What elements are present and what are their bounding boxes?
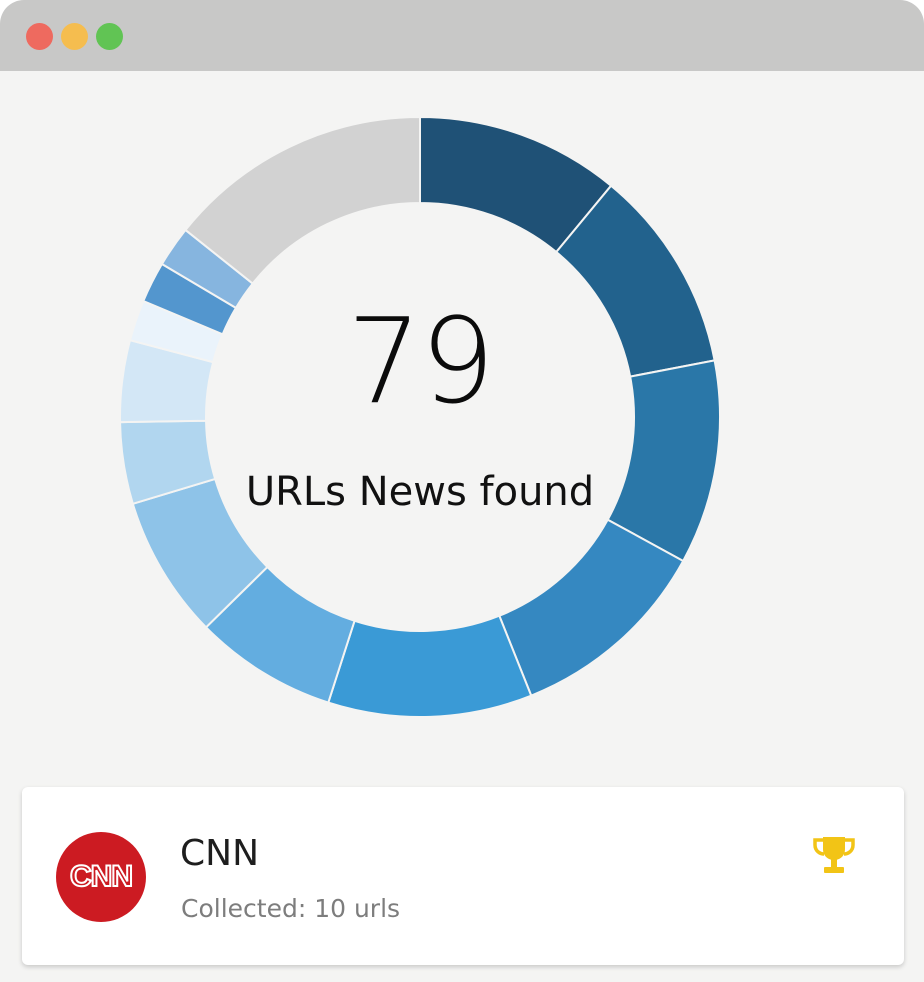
source-name: CNN xyxy=(180,833,259,874)
close-window-button[interactable] xyxy=(26,23,53,50)
donut-segment[interactable] xyxy=(498,518,685,697)
source-collected-count: Collected: 10 urls xyxy=(181,894,401,923)
donut-segment[interactable] xyxy=(184,115,421,285)
logo-text: CNN xyxy=(69,859,134,894)
source-card[interactable]: CNN CNN Collected: 10 urls xyxy=(22,787,904,965)
cnn-logo: CNN xyxy=(56,832,146,922)
maximize-window-button[interactable] xyxy=(96,23,123,50)
minimize-window-button[interactable] xyxy=(61,23,88,50)
trophy-icon xyxy=(813,837,855,873)
donut-segment[interactable] xyxy=(327,614,533,718)
total-count-label: URLs News found xyxy=(245,469,595,515)
donut-chart-svg xyxy=(119,115,721,718)
donut-chart: 79 URLs News found xyxy=(119,115,721,718)
title-bar xyxy=(0,0,924,71)
total-count: 79 xyxy=(346,292,495,430)
